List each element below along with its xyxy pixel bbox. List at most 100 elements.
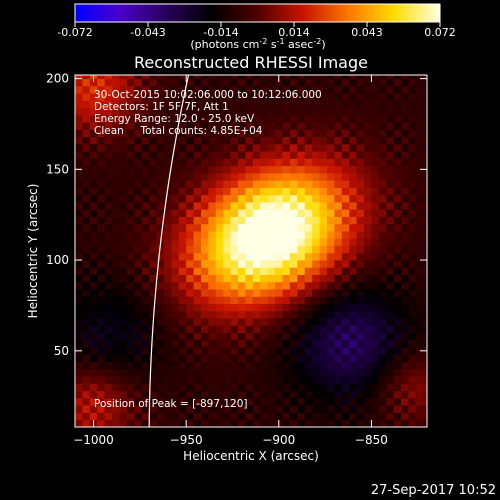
heatmap-pixel [245, 107, 254, 116]
heatmap-pixel [401, 209, 409, 217]
heatmap-pixel [408, 376, 417, 384]
heatmap-pixel [119, 419, 128, 427]
heatmap-pixel [149, 75, 157, 80]
heatmap-pixel [349, 260, 357, 268]
heatmap-pixel [260, 368, 269, 377]
heatmap-pixel [141, 267, 150, 275]
heatmap-pixel [134, 397, 143, 406]
heatmap-pixel [215, 397, 224, 406]
heatmap-pixel [223, 383, 232, 392]
heatmap-pixel [75, 252, 83, 261]
heatmap-pixel [334, 419, 343, 427]
heatmap-pixel [200, 289, 209, 297]
heatmap-pixel [326, 296, 335, 305]
heatmap-pixel [104, 289, 113, 297]
heatmap-pixel [341, 383, 350, 392]
heatmap-pixel [275, 296, 283, 305]
heatmap-pixel [149, 339, 157, 348]
heatmap-pixel [260, 390, 269, 399]
heatmap-pixel [393, 310, 402, 319]
heatmap-pixel [141, 202, 150, 210]
heatmap-pixel [141, 274, 150, 283]
heatmap-pixel [423, 78, 427, 87]
heatmap-pixel [215, 325, 224, 334]
heatmap-pixel [260, 231, 269, 239]
heatmap-pixel [200, 85, 209, 94]
heatmap-pixel [238, 332, 246, 341]
heatmap-pixel [312, 354, 320, 363]
heatmap-pixel [378, 397, 387, 406]
heatmap-pixel [423, 296, 427, 305]
heatmap-pixel [104, 310, 113, 319]
heatmap-pixel [230, 129, 239, 138]
heatmap-pixel [215, 129, 224, 138]
heatmap-pixel [97, 412, 106, 421]
heatmap-pixel [215, 122, 224, 130]
heatmap-pixel [252, 347, 261, 355]
heatmap-pixel [371, 303, 380, 312]
heatmap-pixel [163, 252, 172, 261]
heatmap-pixel [193, 216, 202, 225]
heatmap-pixel [186, 223, 194, 232]
heatmap-pixel [267, 405, 276, 413]
heatmap-pixel [401, 419, 409, 427]
heatmap-pixel [334, 172, 343, 181]
heatmap-pixel [156, 107, 165, 116]
heatmap-pixel [178, 180, 187, 188]
heatmap-pixel [75, 194, 83, 203]
heatmap-pixel [275, 231, 283, 239]
heatmap-pixel [349, 165, 357, 174]
heatmap-pixel [326, 172, 335, 181]
heatmap-pixel [112, 260, 120, 268]
heatmap-pixel [193, 122, 202, 130]
heatmap-pixel [267, 114, 276, 123]
heatmap-pixel [267, 376, 276, 384]
heatmap-pixel [364, 187, 372, 196]
heatmap-pixel [378, 187, 387, 196]
heatmap-pixel [386, 267, 395, 275]
heatmap-pixel [97, 405, 106, 413]
heatmap-pixel [163, 75, 172, 80]
heatmap-pixel [378, 78, 387, 87]
heatmap-pixel [97, 368, 106, 377]
heatmap-pixel [334, 216, 343, 225]
heatmap-pixel [334, 129, 343, 138]
heatmap-pixel [364, 107, 372, 116]
heatmap-pixel [186, 368, 194, 377]
heatmap-pixel [178, 289, 187, 297]
heatmap-pixel [163, 296, 172, 305]
heatmap-pixel [297, 354, 306, 363]
heatmap-pixel [326, 202, 335, 210]
heatmap-pixel [112, 332, 120, 341]
heatmap-pixel [178, 354, 187, 363]
heatmap-pixel [423, 93, 427, 101]
heatmap-pixel [171, 383, 180, 392]
heatmap-pixel [326, 216, 335, 225]
heatmap-pixel [193, 332, 202, 341]
heatmap-pixel [112, 180, 120, 188]
heatmap-pixel [415, 85, 424, 94]
heatmap-pixel [386, 85, 395, 94]
heatmap-pixel [267, 172, 276, 181]
heatmap-pixel [304, 122, 313, 130]
heatmap-pixel [289, 223, 298, 232]
heatmap-pixel [297, 289, 306, 297]
heatmap-pixel [252, 107, 261, 116]
heatmap-pixel [364, 289, 372, 297]
heatmap-pixel [356, 187, 365, 196]
heatmap-pixel [171, 75, 180, 80]
heatmap-pixel [326, 361, 335, 370]
heatmap-pixel [178, 397, 187, 406]
heatmap-pixel [415, 151, 424, 159]
heatmap-pixel [82, 419, 91, 427]
heatmap-pixel [297, 405, 306, 413]
heatmap-pixel [163, 318, 172, 326]
heatmap-pixel [334, 194, 343, 203]
heatmap-pixel [319, 216, 328, 225]
heatmap-pixel [238, 405, 246, 413]
heatmap-pixel [89, 325, 98, 334]
heatmap-pixel [423, 143, 427, 152]
heatmap-pixel [97, 78, 106, 87]
heatmap-pixel [208, 296, 217, 305]
heatmap-pixel [252, 158, 261, 167]
